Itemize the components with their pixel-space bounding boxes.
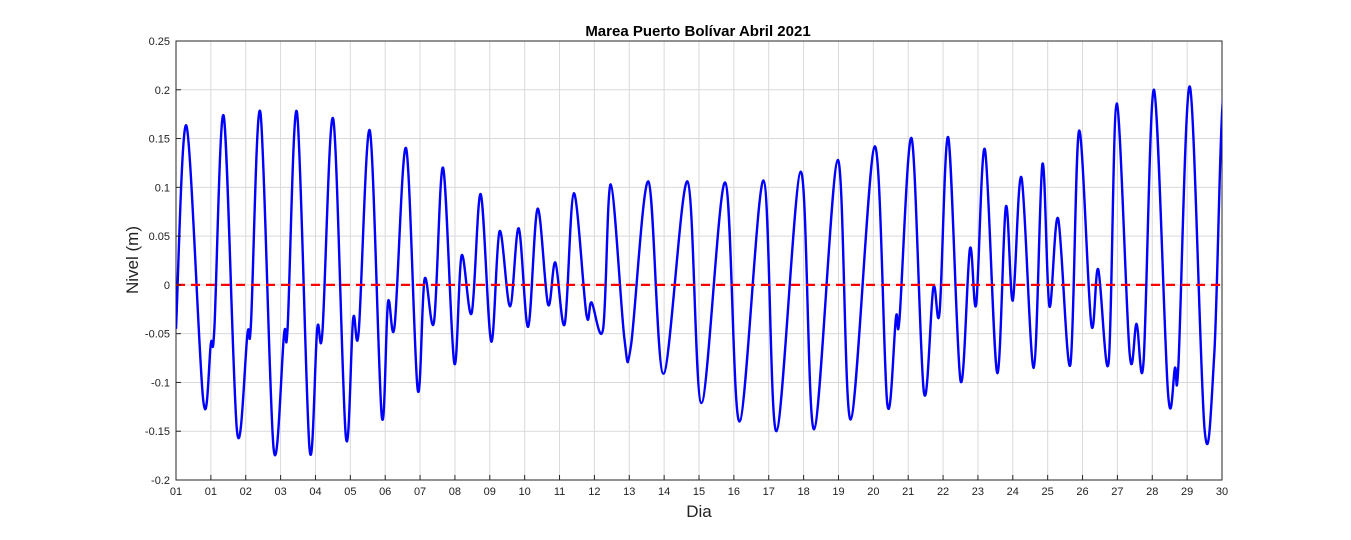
x-tick-label: 25 — [1042, 486, 1054, 498]
y-tick-label: -0.2 — [151, 475, 170, 487]
x-tick-label: 08 — [449, 486, 461, 498]
x-tick-label: 26 — [1076, 486, 1088, 498]
y-tick-label: 0.15 — [149, 134, 170, 146]
x-tick-label: 11 — [554, 486, 565, 498]
x-tick-label: 04 — [309, 486, 321, 498]
series-layer — [176, 85, 1222, 457]
y-axis-label: Nivel (m) — [123, 226, 142, 294]
y-tick-label: 0.05 — [149, 231, 170, 243]
x-tick-label: 18 — [797, 486, 809, 498]
x-tick-label: 24 — [1007, 486, 1019, 498]
x-tick-label: 05 — [344, 486, 356, 498]
y-tick-label: 0.25 — [149, 36, 170, 48]
x-tick-label: 09 — [484, 486, 496, 498]
x-tick-label: 27 — [1111, 486, 1123, 498]
x-tick-label: 16 — [728, 486, 740, 498]
x-tick-label: 22 — [937, 486, 949, 498]
y-tick-label: -0.05 — [145, 329, 170, 341]
y-tick-label: -0.1 — [151, 377, 170, 389]
y-axis-ticks: -0.2 -0.15 -0.1 -0.05 0 0.05 0.1 0.15 0.2 0.25 — [145, 36, 181, 487]
x-tick-label: 13 — [623, 486, 635, 498]
x-tick-label: 23 — [972, 486, 984, 498]
y-tick-label: 0.2 — [155, 85, 170, 97]
x-tick-label: 12 — [588, 486, 600, 498]
x-axis-label: Dia — [686, 502, 712, 521]
y-tick-label: 0 — [164, 280, 170, 292]
x-tick-label: 28 — [1146, 486, 1158, 498]
x-tick-label: 30 — [1216, 486, 1228, 498]
y-tick-label: -0.15 — [145, 426, 170, 438]
x-tick-label: 20 — [867, 486, 879, 498]
x-tick-label: 17 — [763, 486, 775, 498]
x-tick-label: 01 — [205, 486, 217, 498]
x-tick-label: 10 — [519, 486, 531, 498]
x-tick-label: 03 — [274, 486, 286, 498]
x-tick-label: 21 — [902, 486, 914, 498]
x-tick-label: 07 — [414, 486, 426, 498]
x-tick-label: 29 — [1181, 486, 1193, 498]
x-tick-label: 02 — [240, 486, 252, 498]
x-axis-ticks: 01 01 02 03 04 05 06 07 08 09 10 11 12 13 14 15 16 17 18 19… — [170, 475, 1228, 498]
x-tick-label: 14 — [658, 486, 670, 498]
tide-level-line — [176, 85, 1222, 457]
x-tick-label: 15 — [693, 486, 705, 498]
x-tick-label: 01 — [170, 486, 182, 498]
x-tick-label: 06 — [379, 486, 391, 498]
x-tick-label: 19 — [832, 486, 844, 498]
chart-title: Marea Puerto Bolívar Abril 2021 — [585, 23, 810, 40]
y-tick-label: 0.1 — [155, 182, 170, 194]
